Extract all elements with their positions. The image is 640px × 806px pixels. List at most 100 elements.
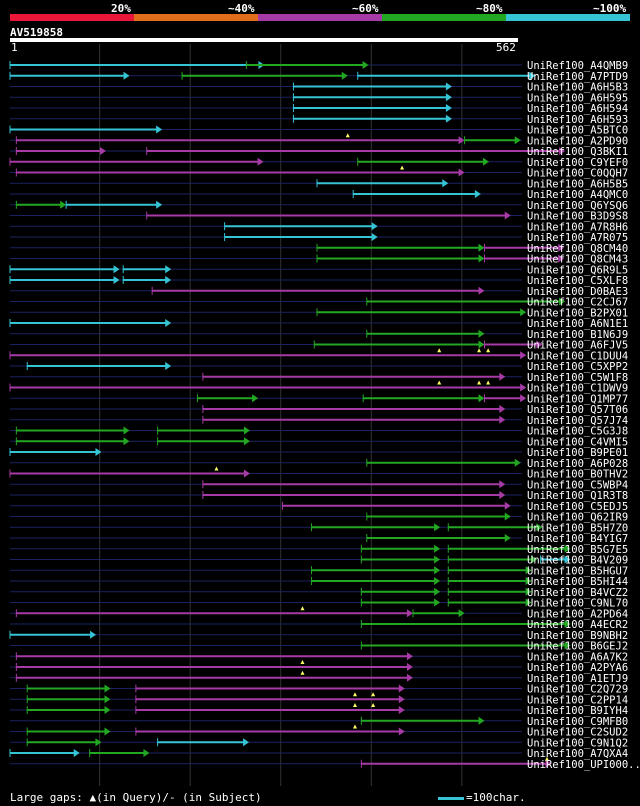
hit-name[interactable]: UniRef100_C9NL70 — [527, 598, 628, 610]
hit-name[interactable]: UniRef100_A2PYA6 — [527, 662, 628, 674]
hit-name[interactable]: UniRef100_A6H5B5 — [527, 178, 628, 190]
hit-name[interactable]: UniRef100_A2PD64 — [527, 608, 628, 620]
hit-row[interactable]: UniRef100_A2PD90 — [10, 133, 628, 147]
hit-name[interactable]: UniRef100_A1ETJ9 — [527, 673, 628, 685]
hit-row[interactable]: UniRef100_Q6YSQ6 — [10, 200, 628, 212]
hit-row[interactable]: UniRef100_C1DUU4 — [9, 348, 628, 362]
hit-name[interactable]: UniRef100_C9MFB0 — [527, 716, 628, 728]
hit-row[interactable]: UniRef100_A2PD64 — [10, 606, 628, 620]
hit-row[interactable]: UniRef100_A7QXA4 — [9, 748, 628, 760]
hit-row[interactable]: UniRef100_A6H593 — [10, 114, 628, 126]
hit-name[interactable]: UniRef100_C0QQH7 — [527, 168, 628, 180]
hit-name[interactable]: UniRef100_C5WBP4 — [527, 479, 628, 491]
hit-name[interactable]: UniRef100_C4VMI5 — [527, 436, 628, 448]
hit-row[interactable]: UniRef100_B5H7Z0 — [10, 522, 628, 534]
hit-row[interactable]: UniRef100_C4VMI5 — [10, 436, 628, 448]
hit-row[interactable]: UniRef100_C2Q729 — [10, 684, 628, 696]
hit-name[interactable]: UniRef100_A4ECR2 — [527, 619, 628, 631]
hit-name[interactable]: UniRef100_B4V209 — [527, 555, 628, 567]
hit-name[interactable]: UniRef100_C2PP14 — [527, 694, 628, 706]
hit-row[interactable]: UniRef100_A6FJV5 — [10, 340, 628, 352]
hit-name[interactable]: UniRef100_Q6R9L5 — [527, 264, 628, 276]
hit-name[interactable]: UniRef100_B5HI44 — [527, 576, 628, 588]
hit-name[interactable]: UniRef100_B4VCZ2 — [527, 587, 628, 599]
hit-row[interactable]: UniRef100_A2PYA6 — [10, 660, 628, 674]
hit-row[interactable]: UniRef100_A6A7K2 — [10, 651, 628, 663]
hit-name[interactable]: UniRef100_Q8CM40 — [527, 243, 628, 255]
hit-name[interactable]: UniRef100_C1DUU4 — [527, 350, 628, 362]
hit-row[interactable]: UniRef100_C5EDJ5 — [10, 501, 628, 513]
hit-row[interactable]: UniRef100_A7R075 — [10, 232, 628, 244]
hit-row[interactable]: UniRef100_A5BTC0 — [9, 125, 628, 137]
hit-name[interactable]: UniRef100_B1N6J9 — [527, 329, 628, 341]
hit-row[interactable]: UniRef100_C2SUD2 — [10, 724, 628, 739]
hit-row[interactable]: UniRef100_A6H5B5 — [10, 178, 628, 190]
hit-name[interactable]: UniRef100_C1DWV9 — [527, 383, 628, 395]
hit-name[interactable]: UniRef100_B3D9S8 — [527, 211, 628, 223]
hit-row[interactable]: UniRef100_Q8CM40 — [10, 243, 628, 255]
hit-name[interactable]: UniRef100_Q1MP77 — [527, 393, 628, 405]
hit-row[interactable]: UniRef100_A7R8H6 — [10, 221, 628, 233]
hit-row[interactable]: UniRef100_B5HI44 — [10, 576, 628, 588]
hit-name[interactable]: UniRef100_C2SUD2 — [527, 727, 628, 739]
hit-row[interactable]: UniRef100_A6H595 — [10, 92, 628, 104]
hit-name[interactable]: UniRef100_B4YIG7 — [527, 533, 628, 545]
hit-row[interactable]: UniRef100_Q6R9L5 — [9, 264, 628, 276]
hit-name[interactable]: UniRef100_A7R8H6 — [527, 221, 628, 233]
hit-row[interactable]: UniRef100_D0BAE3 — [10, 286, 628, 298]
hit-name[interactable]: UniRef100_A7R075 — [527, 232, 628, 244]
hit-name[interactable]: UniRef100_A6A7K2 — [527, 651, 628, 663]
hit-row[interactable]: UniRef100_B3D9S8 — [10, 211, 628, 223]
hit-name[interactable]: UniRef100_A7PTD9 — [527, 71, 628, 83]
hit-row[interactable]: UniRef100_C9N1Q2 — [10, 737, 628, 749]
hit-row[interactable]: UniRef100_A4QMC0 — [10, 189, 628, 201]
hit-row[interactable]: UniRef100_A6H5B3 — [10, 82, 628, 94]
hit-name[interactable]: UniRef100_B9PE01 — [527, 447, 628, 459]
hit-row[interactable]: UniRef100_B5G7E5 — [10, 544, 628, 556]
hit-name[interactable]: UniRef100_C5G3J8 — [527, 426, 628, 438]
hit-row[interactable]: UniRef100_A4ECR2 — [10, 619, 628, 631]
hit-row[interactable]: UniRef100_Q57J74 — [10, 415, 628, 427]
hit-name[interactable]: UniRef100_B5HGU7 — [527, 565, 628, 577]
hit-name[interactable]: UniRef100_C9N1Q2 — [527, 737, 628, 749]
hit-name[interactable]: UniRef100_D0BAE3 — [527, 286, 628, 298]
hit-name[interactable]: UniRef100_B9NBH2 — [527, 630, 628, 642]
hit-row[interactable]: UniRef100_Q1R3T8 — [10, 490, 628, 502]
hit-name[interactable]: UniRef100_B6GEJ2 — [527, 641, 628, 653]
hit-row[interactable]: UniRef100_B4V209 — [10, 555, 628, 567]
hit-row[interactable]: UniRef100_C0QQH7 — [10, 165, 628, 180]
hit-row[interactable]: UniRef100_B0THV2 — [9, 466, 628, 481]
hit-row[interactable]: UniRef100_C2CJ67 — [10, 297, 628, 309]
hit-name[interactable]: UniRef100_B9IYH4 — [527, 705, 628, 717]
hit-row[interactable]: UniRef100_C9NL70 — [10, 598, 628, 610]
hit-name[interactable]: UniRef100_B2PX01 — [527, 307, 628, 319]
hit-name[interactable]: UniRef100_A6H593 — [527, 114, 628, 126]
hit-row[interactable]: UniRef100_B9IYH4 — [10, 703, 628, 717]
hit-row[interactable]: UniRef100_Q3BKI1 — [10, 146, 628, 158]
hit-row[interactable]: UniRef100_C5WBP4 — [10, 479, 628, 491]
hit-row[interactable]: UniRef100_A6H594 — [10, 103, 628, 115]
hit-row[interactable]: UniRef100_C5G3J8 — [10, 426, 628, 438]
hit-name[interactable]: UniRef100_A4QMC0 — [527, 189, 628, 201]
hit-row[interactable]: UniRef100_C5XLF8 — [9, 275, 628, 287]
hit-row[interactable]: UniRef100_Q62IR9 — [10, 512, 628, 524]
hit-name[interactable]: UniRef100_A4QMB9 — [527, 60, 628, 72]
hit-row[interactable]: UniRef100_A7PTD9 — [9, 71, 628, 83]
hit-row[interactable]: UniRef100_Q57T06 — [10, 404, 628, 416]
hit-name[interactable]: UniRef100_A6H5B3 — [527, 82, 628, 94]
hit-row[interactable]: UniRef100_B9PE01 — [9, 447, 628, 459]
hit-name[interactable]: UniRef100_B0THV2 — [527, 469, 628, 481]
hit-name[interactable]: UniRef100_A6FJV5 — [527, 340, 628, 352]
hit-name[interactable]: UniRef100_Q57J74 — [527, 415, 628, 427]
hit-row[interactable]: UniRef100_A1ETJ9 — [10, 670, 628, 685]
hit-name[interactable]: UniRef100_Q57T06 — [527, 404, 628, 416]
hit-name[interactable]: UniRef100_C5W1F8 — [527, 372, 628, 384]
hit-row[interactable]: UniRef100_C9YEF0 — [9, 157, 628, 169]
hit-row[interactable]: UniRef100_C5W1F8 — [10, 372, 628, 384]
hit-row[interactable]: UniRef100_B4YIG7 — [10, 533, 628, 545]
hit-name[interactable]: UniRef100_A5BTC0 — [527, 125, 628, 137]
hit-row[interactable]: UniRef100_C1DWV9 — [9, 380, 628, 395]
hit-name[interactable]: UniRef100_Q6YSQ6 — [527, 200, 628, 212]
hit-row[interactable]: UniRef100_B1N6J9 — [10, 329, 628, 341]
hit-name[interactable]: UniRef100_UPI000... — [527, 759, 640, 771]
